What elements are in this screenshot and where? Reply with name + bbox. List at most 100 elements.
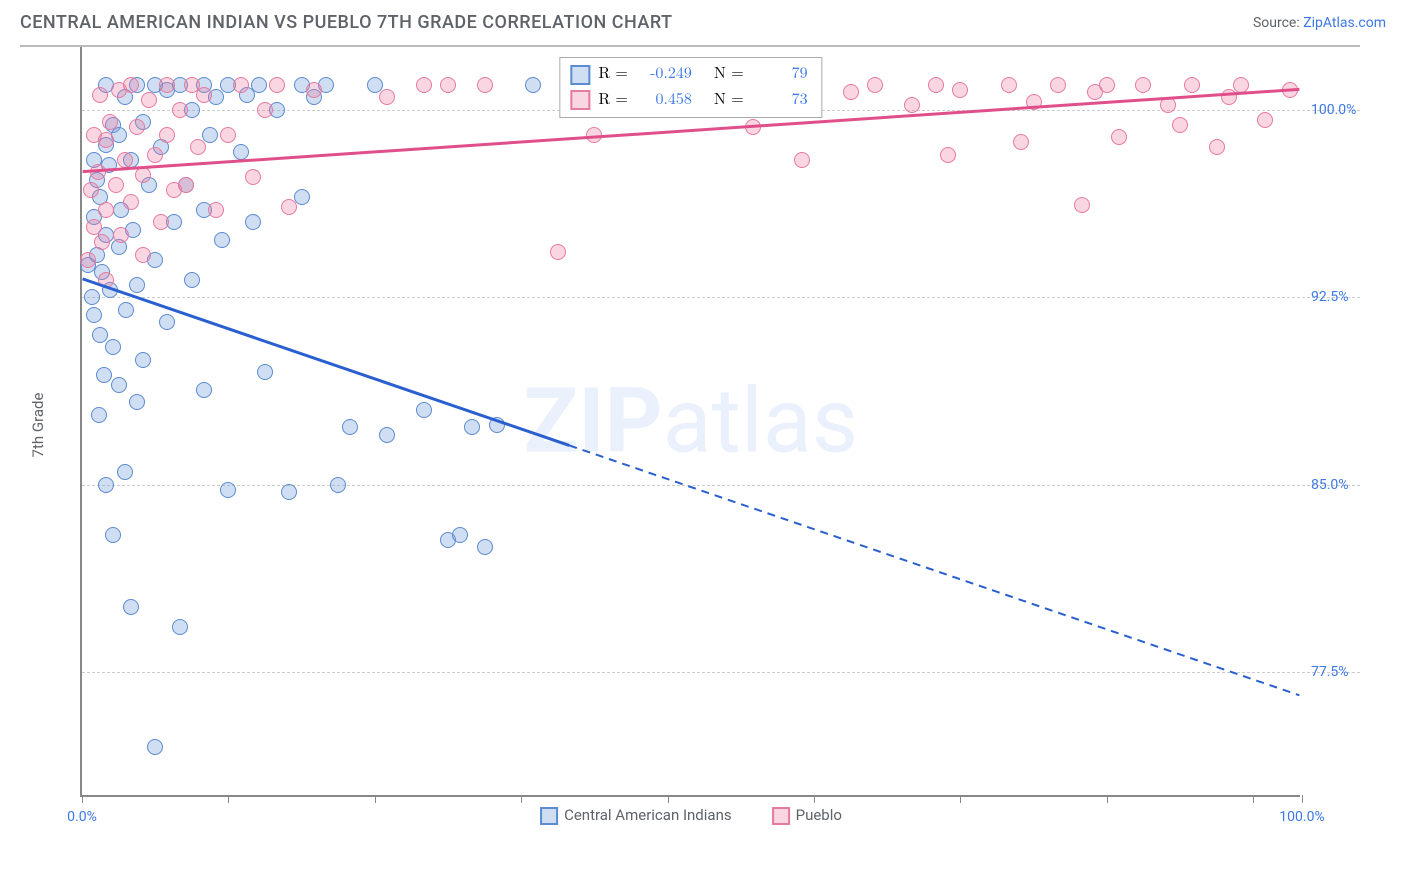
legend-row: R =-0.249 N =79 [570, 62, 811, 88]
data-point [1111, 129, 1127, 145]
data-point [202, 127, 218, 143]
x-tick [1253, 795, 1254, 803]
data-point [123, 599, 139, 615]
legend-row: R =0.458 N =73 [570, 88, 811, 114]
x-tick [1107, 795, 1108, 803]
data-point [178, 177, 194, 193]
source-label: Source: ZipAtlas.com [1253, 15, 1386, 31]
data-point [1184, 77, 1200, 93]
data-point [464, 419, 480, 435]
y-tick-label: 92.5% [1305, 289, 1360, 305]
data-point [330, 477, 346, 493]
source-link[interactable]: ZipAtlas.com [1303, 15, 1386, 31]
data-point [342, 419, 358, 435]
data-point [84, 289, 100, 305]
data-point [257, 102, 273, 118]
data-point [220, 127, 236, 143]
data-point [190, 139, 206, 155]
data-point [98, 477, 114, 493]
x-tick [375, 795, 376, 803]
data-point [1257, 112, 1273, 128]
data-point [440, 77, 456, 93]
data-point [96, 367, 112, 383]
data-point [105, 527, 121, 543]
n-value: 79 [752, 62, 812, 88]
data-point [1160, 97, 1176, 113]
data-point [1209, 139, 1225, 155]
data-point [745, 119, 761, 135]
data-point [153, 214, 169, 230]
data-point [550, 244, 566, 260]
data-point [1172, 117, 1188, 133]
data-point [86, 307, 102, 323]
legend-item: Pueblo [772, 806, 842, 825]
gridline [82, 297, 1360, 298]
data-point [867, 77, 883, 93]
data-point [220, 482, 236, 498]
trend-line-dashed [569, 445, 1299, 695]
data-point [269, 77, 285, 93]
data-point [129, 277, 145, 293]
data-point [452, 527, 468, 543]
data-point [214, 232, 230, 248]
data-point [928, 77, 944, 93]
legend-label: Pueblo [796, 806, 842, 824]
x-tick [960, 795, 961, 803]
legend-item: Central American Indians [540, 806, 732, 825]
data-point [233, 77, 249, 93]
data-point [172, 102, 188, 118]
correlation-chart: 7th Grade ZIPatlas R =-0.249 N =79 R =0.… [20, 45, 1386, 805]
y-tick-label: 77.5% [1305, 664, 1360, 680]
legend-swatch [540, 807, 558, 825]
x-tick-label: 0.0% [67, 809, 97, 825]
data-point [245, 169, 261, 185]
data-point [135, 352, 151, 368]
watermark: ZIPatlas [524, 369, 859, 474]
data-point [91, 407, 107, 423]
x-tick [668, 795, 669, 803]
data-point [1099, 77, 1115, 93]
y-tick-label: 100.0% [1305, 102, 1360, 118]
series-legend: Central American Indians Pueblo [540, 806, 842, 825]
data-point [1050, 77, 1066, 93]
data-point [172, 619, 188, 635]
data-point [843, 84, 859, 100]
data-point [92, 327, 108, 343]
data-point [1026, 94, 1042, 110]
legend-swatch [772, 807, 790, 825]
gridline [82, 485, 1360, 486]
data-point [159, 127, 175, 143]
y-tick-label: 85.0% [1305, 477, 1360, 493]
data-point [129, 394, 145, 410]
data-point [108, 177, 124, 193]
data-point [477, 77, 493, 93]
data-point [367, 77, 383, 93]
data-point [184, 272, 200, 288]
data-point [794, 152, 810, 168]
data-point [306, 82, 322, 98]
data-point [952, 82, 968, 98]
data-point [1282, 82, 1298, 98]
data-point [1233, 77, 1249, 93]
x-tick [82, 795, 83, 803]
x-tick [1302, 795, 1303, 803]
data-point [1135, 77, 1151, 93]
n-value: 73 [752, 88, 812, 114]
x-tick [814, 795, 815, 803]
data-point [233, 144, 249, 160]
data-point [117, 152, 133, 168]
data-point [83, 182, 99, 198]
data-point [245, 214, 261, 230]
data-point [257, 364, 273, 380]
data-point [141, 92, 157, 108]
data-point [416, 77, 432, 93]
legend-swatch [570, 65, 590, 85]
data-point [251, 77, 267, 93]
data-point [586, 127, 602, 143]
x-tick [228, 795, 229, 803]
legend-label: Central American Indians [564, 806, 732, 824]
data-point [379, 427, 395, 443]
data-point [118, 302, 134, 318]
data-point [105, 339, 121, 355]
data-point [90, 164, 106, 180]
